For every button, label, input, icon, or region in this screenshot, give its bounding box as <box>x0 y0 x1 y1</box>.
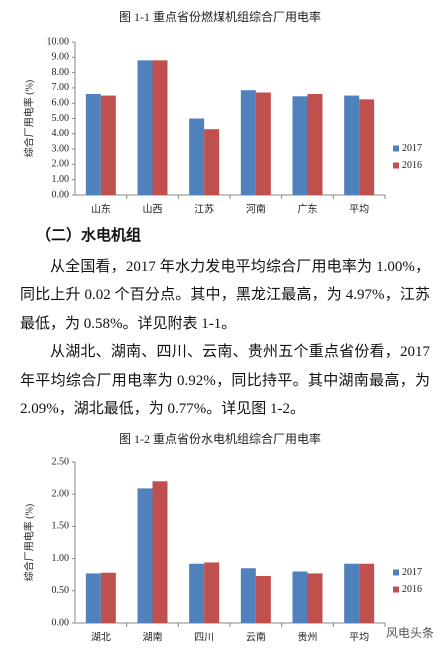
bar <box>189 563 205 623</box>
bar <box>292 571 308 623</box>
y-tick-label: 0.00 <box>52 189 70 200</box>
legend-swatch <box>393 569 399 576</box>
x-tick-label: 河南 <box>246 202 266 215</box>
x-tick-label: 四川 <box>194 632 214 643</box>
bar <box>100 572 116 623</box>
x-tick-label: 湖北 <box>91 631 111 643</box>
y-tick-label: 5.00 <box>52 113 70 124</box>
bar <box>137 488 153 623</box>
x-tick-label: 山西 <box>143 203 163 215</box>
bar <box>85 573 101 623</box>
legend-swatch <box>393 586 399 593</box>
y-tick-label: 6.00 <box>52 97 70 108</box>
x-tick-label: 湖南 <box>143 630 163 643</box>
paragraph: 从湖北、湖南、四川、云南、贵州五个重点省份看，2017 年平均综合厂用电率为 0… <box>20 344 430 417</box>
bar <box>204 562 220 623</box>
legend-swatch <box>393 145 399 152</box>
bar <box>344 95 360 195</box>
watermark: 风电头条 <box>385 626 434 640</box>
y-tick-label: 9.00 <box>52 52 70 63</box>
y-tick-label: 2.50 <box>52 456 70 467</box>
legend-label: 2017 <box>402 567 422 578</box>
x-tick-label: 云南 <box>246 630 266 643</box>
y-tick-label: 2.00 <box>52 159 70 170</box>
bar <box>85 94 101 195</box>
legend-swatch <box>393 162 399 169</box>
legend-label: 2016 <box>402 160 422 171</box>
bar <box>255 92 271 195</box>
bar <box>307 573 323 623</box>
x-tick-label: 平均 <box>349 631 369 643</box>
y-axis-label: 综合厂用电率 (%) <box>22 80 35 158</box>
document-text: （二）水电机组 从全国看，2017 年水力发电平均综合厂用电率为 1.00%，同… <box>20 222 430 424</box>
y-tick-label: 0.50 <box>52 585 70 596</box>
y-axis-label: 综合厂用电率 (%) <box>22 504 35 582</box>
bar <box>240 568 256 623</box>
chart-title: 图 1-2 重点省份水电机组综合厂用电率 <box>119 431 321 446</box>
bar <box>344 563 360 623</box>
y-tick-label: 1.50 <box>52 521 70 532</box>
bar <box>255 575 271 623</box>
x-tick-label: 广东 <box>298 202 318 215</box>
paragraph: 从全国看，2017 年水力发电平均综合厂用电率为 1.00%，同比上升 0.02… <box>20 258 430 332</box>
x-tick-label: 山东 <box>91 202 111 215</box>
y-tick-label: 1.00 <box>52 553 70 564</box>
bar <box>307 94 323 195</box>
y-tick-label: 10.00 <box>47 36 70 47</box>
y-tick-label: 7.00 <box>52 82 70 93</box>
y-tick-label: 2.00 <box>52 488 70 499</box>
bar <box>359 99 375 195</box>
bar <box>204 129 220 195</box>
bar <box>240 90 256 195</box>
y-tick-label: 0.00 <box>52 617 70 628</box>
y-tick-label: 4.00 <box>52 128 70 139</box>
y-tick-label: 3.00 <box>52 143 70 154</box>
y-tick-label: 1.00 <box>52 174 70 185</box>
x-tick-label: 平均 <box>349 203 369 215</box>
bar <box>359 563 375 623</box>
x-tick-label: 贵州 <box>298 630 318 643</box>
bar <box>137 60 153 195</box>
bar <box>189 118 205 195</box>
legend-label: 2017 <box>402 143 422 154</box>
section-heading: （二）水电机组 <box>36 228 142 244</box>
chart-title: 图 1-1 重点省份燃煤机组综合厂用电率 <box>119 9 321 24</box>
bar <box>100 95 116 195</box>
bar <box>152 481 168 623</box>
legend-label: 2016 <box>402 584 422 595</box>
x-tick-label: 江苏 <box>194 202 214 215</box>
y-tick-label: 8.00 <box>52 67 70 78</box>
bar <box>292 96 308 195</box>
bar <box>152 60 168 195</box>
